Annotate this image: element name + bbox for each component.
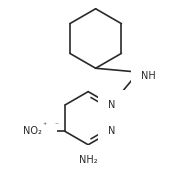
Text: ⁻: ⁻ <box>43 122 47 131</box>
Text: N: N <box>107 100 115 110</box>
Text: NO₂: NO₂ <box>23 127 42 136</box>
Text: ⁻: ⁻ <box>55 121 59 130</box>
Text: NH: NH <box>141 71 156 81</box>
Text: N: N <box>107 127 115 136</box>
Text: ⁺: ⁺ <box>43 121 47 130</box>
Text: O: O <box>41 127 49 136</box>
Text: NH₂: NH₂ <box>79 155 98 165</box>
